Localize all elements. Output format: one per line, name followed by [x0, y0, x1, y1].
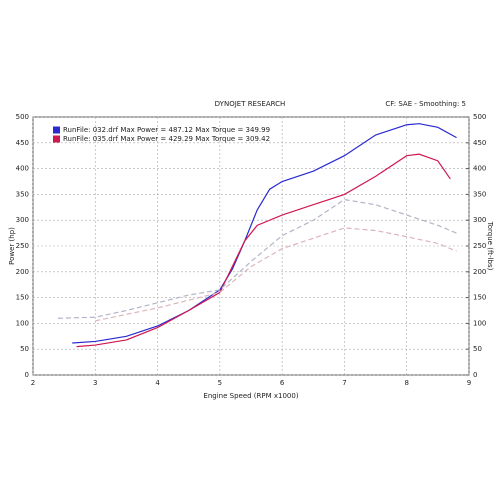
x-tick-label: 5 — [218, 379, 222, 387]
y2-tick-label: 300 — [473, 216, 486, 224]
series-line — [57, 198, 457, 319]
chart-title: DYNOJET RESEARCH — [215, 100, 286, 108]
y2-tick-label: 450 — [473, 139, 486, 147]
x-tick-label: 4 — [155, 379, 160, 387]
x-axis-label: Engine Speed (RPM x1000) — [203, 392, 298, 400]
y-tick-label: 450 — [16, 139, 29, 147]
y-axis-label: Power (hp) — [8, 227, 16, 265]
legend-swatch — [53, 135, 60, 143]
y2-tick-label: 350 — [473, 190, 486, 198]
y-tick-label: 50 — [20, 345, 29, 353]
y-tick-label: 250 — [16, 242, 29, 250]
y-tick-label: 0 — [25, 371, 29, 379]
y2-tick-label: 250 — [473, 242, 486, 250]
series-line — [76, 153, 451, 348]
y-tick-label: 300 — [16, 216, 29, 224]
legend-label: RunFile: 035.drf Max Power = 429.29 Max … — [63, 135, 270, 143]
y2-tick-label: 0 — [473, 371, 477, 379]
legend-swatch — [53, 126, 60, 134]
x-tick-label: 3 — [93, 379, 97, 387]
y-tick-label: 150 — [16, 294, 29, 302]
legend-label: RunFile: 032.drf Max Power = 487.12 Max … — [63, 126, 270, 134]
x-tick-label: 9 — [467, 379, 471, 387]
y2-tick-label: 400 — [473, 165, 486, 173]
series-line — [95, 227, 457, 322]
y2-tick-label: 500 — [473, 113, 486, 121]
y2-tick-label: 200 — [473, 268, 486, 276]
x-tick-label: 8 — [404, 379, 408, 387]
x-tick-label: 2 — [31, 379, 35, 387]
x-tick-label: 7 — [342, 379, 346, 387]
y2-tick-label: 150 — [473, 294, 486, 302]
y-tick-label: 350 — [16, 190, 29, 198]
y-tick-label: 100 — [16, 319, 29, 327]
y-tick-label: 500 — [16, 113, 29, 121]
x-tick-label: 6 — [280, 379, 285, 387]
y2-axis-label: Torque (ft-lbs) — [486, 221, 494, 271]
y2-tick-label: 100 — [473, 319, 486, 327]
series-line — [72, 123, 457, 344]
y-tick-label: 400 — [16, 165, 29, 173]
y-tick-label: 200 — [16, 268, 29, 276]
chart-subtitle: CF: SAE - Smoothing: 5 — [385, 100, 466, 108]
y2-tick-label: 50 — [473, 345, 482, 353]
